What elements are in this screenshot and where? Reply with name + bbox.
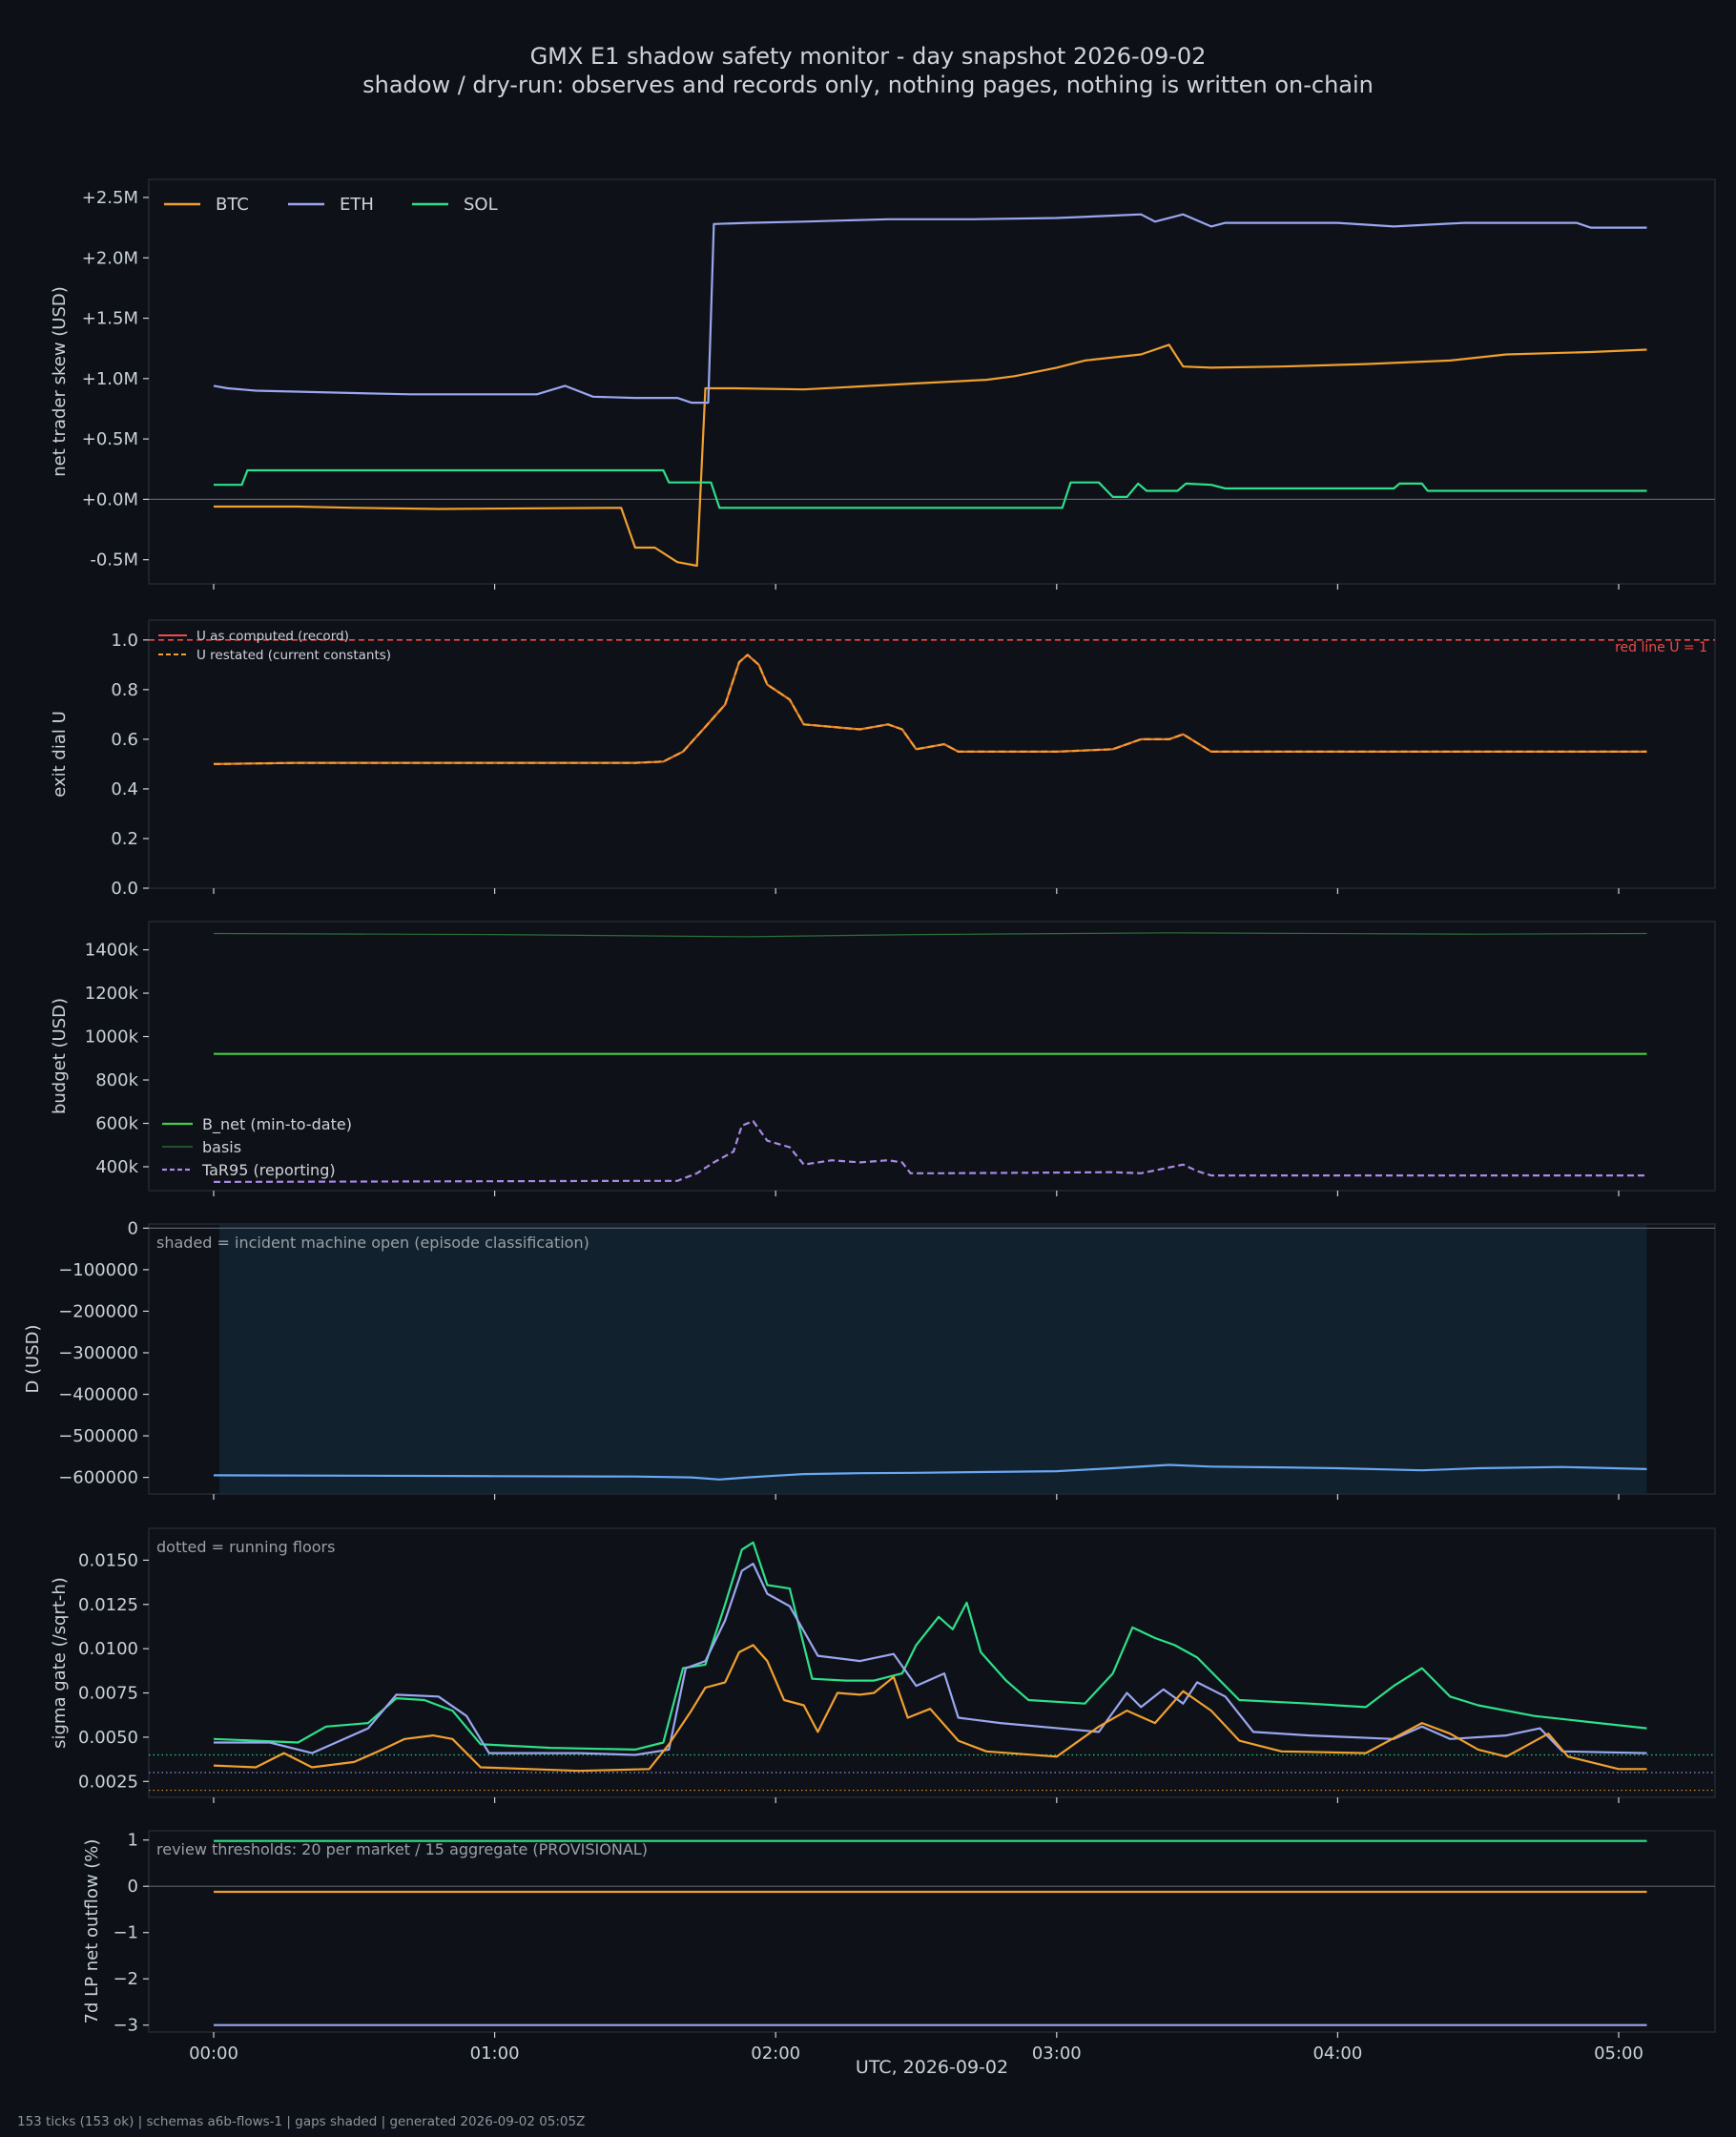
series-line-eth [214,1563,1647,1756]
y-tick-label: 0.0125 [78,1595,138,1615]
legend: U as computed (record) U restated (curren… [158,629,391,663]
y-tick-label: −200000 [58,1301,138,1321]
x-tick-label: 05:00 [1594,2044,1643,2064]
y-tick-label: +0.5M [82,429,138,449]
red-line-label: red line U = 1 [1615,640,1707,655]
y-tick-label: −400000 [58,1385,138,1405]
panel-4: 0 −100000 −200000 −300000 −400000 −500000 −600… [23,1218,1716,1500]
x-axis-label: UTC, 2026-09-02 [856,2057,1008,2078]
y-tick-label: −500000 [58,1426,138,1446]
panel-frame [148,619,1716,889]
panel-5: 0.0025 0.0050 0.0075 0.0100 0.0125 0.0150 sigm… [50,1527,1716,1803]
legend-label: SOL [464,195,498,215]
series-line-u-restated-current-constants- [213,654,1647,765]
y-tick-label: 1.0 [111,631,138,651]
panel-6: −3 −2 −1 0 1 00:00 01:00 02:00 03:00 04:00 05:00 7d… [82,1830,1716,2064]
y-tick-label: 1200k [85,984,139,1004]
panel-annotation: dotted = running floors [156,1538,335,1556]
panel-1: -0.5M +0.0M +0.5M +1.0M +1.5M +2.0M +2.5M net t… [50,178,1716,590]
y-axis-label: budget (USD) [50,998,70,1114]
y-tick-label: −300000 [58,1343,138,1363]
y-axis-label: 7d LP net outflow (%) [82,1839,102,2024]
y-tick-label: 600k [95,1114,138,1134]
y-tick-label: 400k [95,1157,138,1177]
legend-label: B_net (min-to-date) [202,1115,352,1134]
y-tick-label: 0.0050 [78,1728,138,1748]
incident-shade [218,1225,1647,1493]
y-axis-label: sigma gate (/sqrt-h) [50,1577,70,1749]
y-tick-label: +1.5M [82,309,138,329]
y-tick-label: 0.0075 [78,1684,138,1704]
chart-panels: -0.5M +0.0M +0.5M +1.0M +1.5M +2.0M +2.5M net t… [23,178,1716,2064]
y-tick-label: 0 [128,1877,138,1897]
series-line-eth [213,213,1647,405]
panel-2: red line U = 1 0.0 0.2 0.4 0.6 0.8 1.0 exit dia… [50,619,1716,899]
y-tick-label: 0.8 [111,680,138,700]
panel-3: 400k 600k 800k 1000k 1200k 1400k budget (USD) B… [50,921,1716,1196]
y-axis-label: D (USD) [23,1324,43,1393]
panel-annotation: shaded = incident machine open (episode … [156,1234,589,1252]
y-tick-label: +0.0M [82,489,138,509]
series-line-btc [213,1644,1647,1773]
y-tick-label: 0.2 [111,829,138,849]
legend: B_net (min-to-date) basis TaR95 (reporting… [162,1115,352,1179]
y-axis-label: net trader skew (USD) [50,286,70,477]
y-tick-label: 800k [95,1070,138,1090]
y-tick-label: 0.0 [111,879,138,899]
series-line-btc [214,343,1647,568]
panel-frame [148,1830,1716,2033]
panel-annotation: review thresholds: 20 per market / 15 ag… [156,1840,648,1858]
y-tick-label: 1 [128,1831,138,1851]
series-line-sol [213,1541,1647,1751]
panel-frame [148,921,1716,1192]
y-tick-label: +2.5M [82,188,138,208]
legend-label: ETH [340,195,374,215]
legend-label: U restated (current constants) [196,648,391,663]
series-line-basis [213,932,1647,938]
x-tick-label: 01:00 [470,2044,520,2064]
series-line-sol [214,468,1647,509]
y-tick-label: 0.0100 [78,1639,138,1659]
legend: BTC ETH SOL [164,195,498,215]
panel-frame [148,1527,1716,1798]
legend-label: basis [202,1138,241,1156]
y-tick-label: 0 [128,1218,138,1238]
y-tick-label: −100000 [58,1260,138,1280]
legend-label: U as computed (record) [196,629,349,644]
x-tick-label: 04:00 [1312,2044,1362,2064]
chart-subtitle: shadow / dry-run: observes and records o… [362,72,1374,98]
y-tick-label: 1000k [85,1027,139,1048]
y-tick-label: 0.0150 [78,1550,138,1570]
y-tick-label: −2 [113,1969,138,1989]
y-tick-label: -0.5M [90,550,138,571]
legend-label: BTC [216,195,249,215]
y-tick-label: 0.0025 [78,1772,138,1792]
x-tick-label: 02:00 [751,2044,800,2064]
y-axis-label: exit dial U [50,711,70,798]
y-tick-label: 1400k [85,941,139,961]
footer-status: 153 ticks (153 ok) | schemas a6b-flows-1… [17,2114,585,2129]
legend-label: TaR95 (reporting) [201,1161,336,1179]
y-tick-label: −600000 [58,1468,138,1488]
y-tick-label: 0.4 [111,779,138,799]
y-tick-label: +1.0M [82,369,138,389]
y-tick-label: 0.6 [111,730,138,750]
chart-title: GMX E1 shadow safety monitor - day snaps… [530,43,1207,70]
series-line-d [213,1463,1647,1481]
y-tick-label: +2.0M [82,248,138,268]
y-tick-label: −1 [113,1923,138,1943]
x-tick-label: 03:00 [1032,2044,1082,2064]
series-line-tar95-reporting- [213,1120,1647,1183]
y-tick-label: −3 [113,2016,138,2036]
x-tick-label: 00:00 [189,2044,238,2064]
